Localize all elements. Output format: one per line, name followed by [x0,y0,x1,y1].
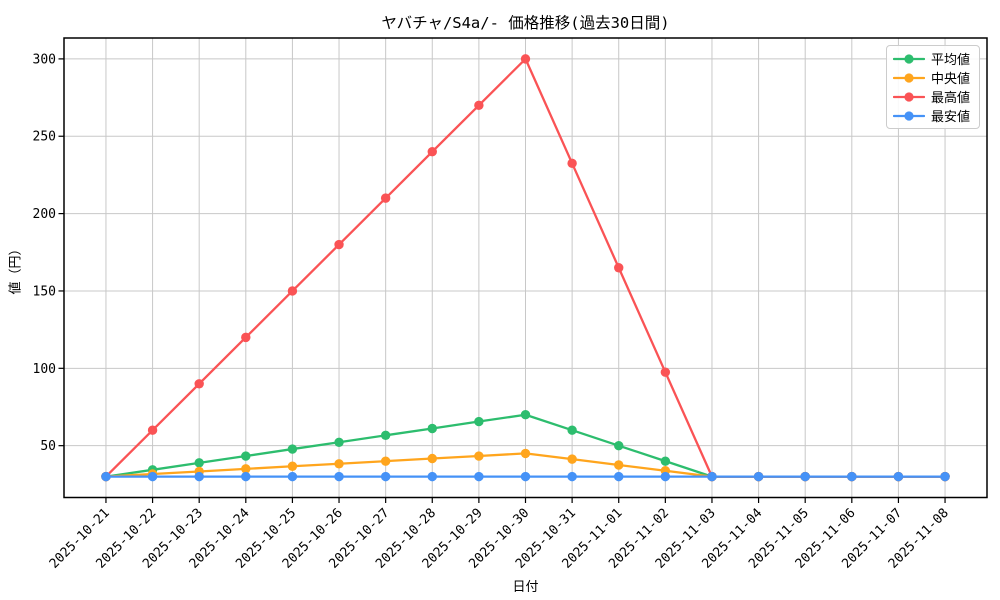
series-marker-min [940,471,950,482]
legend-marker-icon [904,110,914,121]
series-marker-min [520,471,531,482]
series-marker-average [614,440,624,451]
series-marker-min [800,471,810,482]
series-marker-average [380,430,391,441]
legend: 平均値中央値最高値最安値 [886,45,980,129]
legend-item-min: 最安値 [893,106,979,125]
series-marker-max [194,379,204,389]
y-tick-label: 50 [40,439,56,454]
series-marker-average [427,423,437,434]
legend-item-median: 中央値 [893,68,979,87]
series-marker-average [660,456,671,466]
series-marker-median [334,459,344,469]
series-marker-average [287,444,298,454]
series-marker-average [241,451,251,461]
plot-frame [63,37,988,499]
series-min [101,471,950,482]
legend-label-max: 最高値 [931,91,971,106]
legend-swatch-average-icon [893,53,925,64]
y-tick-label: 150 [33,284,56,299]
series-marker-median [567,454,577,464]
series-marker-max [380,193,391,203]
series-marker-average [567,425,577,435]
series-marker-max [147,425,158,435]
y-axis-label: 値（円） [8,242,24,295]
series-marker-average [520,410,531,420]
series-marker-max [660,367,671,377]
series-marker-max [334,239,344,250]
y-tick-label: 300 [33,52,56,67]
series-marker-average [474,416,484,427]
series-marker-min [287,471,298,482]
x-axis-label: 日付 [512,580,539,595]
legend-marker-icon [904,91,914,102]
series-marker-max [241,332,251,343]
series-marker-median [427,453,437,464]
legend-marker-icon [904,53,914,64]
series-marker-min [847,471,857,482]
chart-title: ヤバチャ/S4a/- 価格推移(過去30日間) [381,14,670,32]
y-tick-label: 250 [33,130,56,145]
series-marker-max [427,147,437,157]
series-marker-min [241,471,251,482]
series-marker-min [893,471,904,482]
series-marker-min [101,471,111,482]
series-marker-median [520,448,531,459]
series-marker-min [334,471,344,482]
series-marker-min [380,471,391,482]
legend-label-median: 中央値 [931,72,971,87]
legend-item-max: 最高値 [893,87,979,106]
series-marker-min [614,471,624,482]
series-marker-median [241,464,251,474]
y-tick-label: 100 [33,362,56,377]
axis-ticks: 2025-10-212025-10-222025-10-232025-10-24… [33,52,952,571]
series-marker-min [660,471,671,482]
legend-label-min: 最安値 [931,110,971,125]
series-marker-median [614,460,624,470]
legend-item-average: 平均値 [893,49,979,68]
series-marker-median [380,456,391,466]
series-marker-min [474,471,484,482]
series-marker-median [474,451,484,461]
series-marker-max [287,286,298,296]
series-marker-min [753,471,764,482]
series-marker-median [287,461,298,471]
gridlines [64,38,987,498]
series-marker-max [520,54,531,64]
legend-swatch-median-icon [893,72,925,83]
series-marker-min [147,471,158,482]
y-tick-label: 200 [33,207,56,222]
series-marker-max [474,100,484,111]
series-marker-min [707,471,717,482]
series-marker-min [427,471,437,482]
series-marker-min [567,471,577,482]
legend-swatch-max-icon [893,91,925,102]
legend-swatch-min-icon [893,110,925,121]
legend-marker-icon [904,72,914,83]
series-marker-average [334,437,344,447]
series-marker-max [567,158,577,169]
series-marker-max [614,263,624,273]
series-marker-average [194,458,204,468]
legend-label-average: 平均値 [931,53,971,68]
series-marker-min [194,471,204,482]
